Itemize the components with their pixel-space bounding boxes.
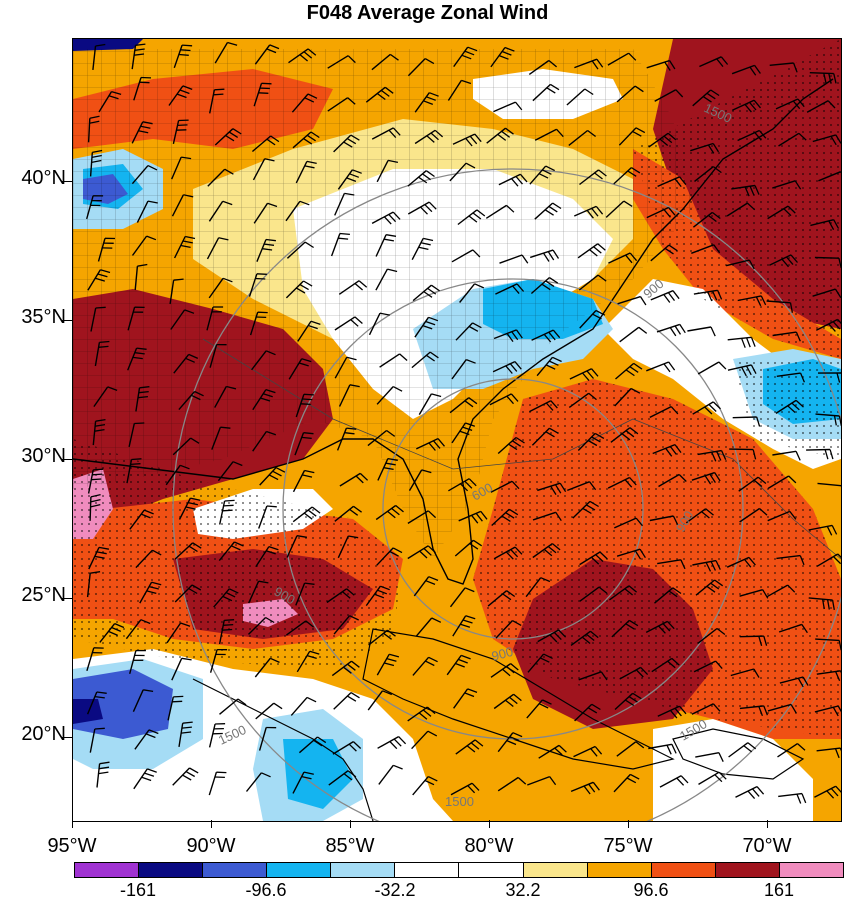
lon-tick: [628, 820, 629, 828]
wind-barb-flag: [214, 89, 224, 90]
colorbar-swatch: [524, 863, 588, 877]
map-canvas: 1500 900 900 600 900 900 1500 1500 1500: [73, 39, 841, 821]
wind-barb-flag: [255, 279, 265, 280]
wind-barb-flag: [224, 620, 234, 621]
colorbar-swatch: [203, 863, 267, 877]
wind-barb-flag: [302, 399, 312, 400]
colorbar-swatch: [652, 863, 716, 877]
wind-barb-flag: [131, 464, 141, 465]
colorbar-label: -96.6: [245, 880, 286, 901]
wind-barb-flag: [173, 696, 183, 697]
lat-label: 20°N: [0, 723, 66, 746]
wind-barb-flag: [99, 342, 109, 343]
wind-barb: [729, 449, 753, 450]
wind-barb: [806, 450, 830, 451]
lon-tick: [350, 820, 351, 828]
colorbar-swatch: [716, 863, 780, 877]
lon-tick: [72, 820, 73, 828]
colorbar-label: -161: [120, 880, 156, 901]
lon-tick: [211, 820, 212, 828]
lat-label: 35°N: [0, 306, 66, 329]
wind-barb-flag: [181, 50, 191, 51]
colorbar-swatch: [139, 863, 203, 877]
wind-barb-flag: [132, 459, 142, 460]
colorbar-label: -32.2: [374, 880, 415, 901]
lon-label: 90°W: [186, 835, 235, 858]
colorbar-swatch: [75, 863, 139, 877]
colorbar-swatch: [780, 863, 843, 877]
wind-barb-flag: [178, 125, 188, 126]
wind-barb-flag: [96, 307, 106, 308]
wind-barb: [810, 73, 834, 74]
wind-barb-flag: [140, 82, 150, 83]
wind-barb-flag: [93, 469, 103, 470]
colorbar-swatch: [331, 863, 395, 877]
wind-barb-flag: [95, 728, 105, 729]
wind-barb-flag: [262, 83, 272, 84]
wind-barb-flag: [257, 274, 267, 275]
wind-barb: [90, 497, 91, 521]
wind-barb-flag: [172, 701, 182, 702]
wind-barb-flag: [91, 479, 101, 480]
colorbar: [74, 862, 844, 878]
lon-label: 80°W: [464, 835, 513, 858]
wind-barb-flag: [213, 94, 223, 95]
lon-label: 70°W: [742, 835, 791, 858]
lon-label: 95°W: [47, 835, 96, 858]
lon-label: 85°W: [325, 835, 374, 858]
lon-tick: [767, 820, 768, 828]
wind-barb-flag: [182, 45, 192, 46]
lon-label: 75°W: [603, 835, 652, 858]
colorbar-label: 96.6: [633, 880, 668, 901]
chart-title: F048 Average Zonal Wind: [0, 2, 855, 25]
wind-barb-flag: [99, 346, 109, 347]
lon-tick: [489, 820, 490, 828]
wind-barb-flag: [92, 474, 102, 475]
wind-barb-flag: [338, 238, 348, 239]
colorbar-swatch: [395, 863, 459, 877]
wind-barb-flag: [304, 394, 314, 395]
colorbar-swatch: [588, 863, 652, 877]
colorbar-swatch: [459, 863, 523, 877]
wind-barb-flag: [340, 234, 350, 235]
wind-barb: [740, 636, 764, 637]
map-panel: 1500 900 900 600 900 900 1500 1500 1500: [72, 38, 842, 822]
lat-label: 25°N: [0, 584, 66, 607]
wind-barb-flag: [179, 55, 189, 56]
wind-barb-flag: [301, 404, 311, 405]
colorbar-label: 161: [764, 880, 794, 901]
contour-label: 1500: [445, 794, 474, 809]
colorbar-label: 32.2: [505, 880, 540, 901]
lat-label: 30°N: [0, 445, 66, 468]
wind-barb-flag: [225, 500, 235, 501]
wind-barb-flag: [258, 93, 268, 94]
wind-barb: [815, 258, 839, 259]
wind-barb: [733, 417, 757, 418]
wind-barb-flag: [222, 630, 232, 631]
wind-barb-flag: [267, 506, 277, 507]
wind-barb-flag: [224, 505, 234, 506]
wind-barb-flag: [223, 625, 233, 626]
wind-barb-flag: [134, 423, 144, 424]
wind-barb-flag: [223, 510, 233, 511]
colorbar-swatch: [267, 863, 331, 877]
lat-label: 40°N: [0, 167, 66, 190]
